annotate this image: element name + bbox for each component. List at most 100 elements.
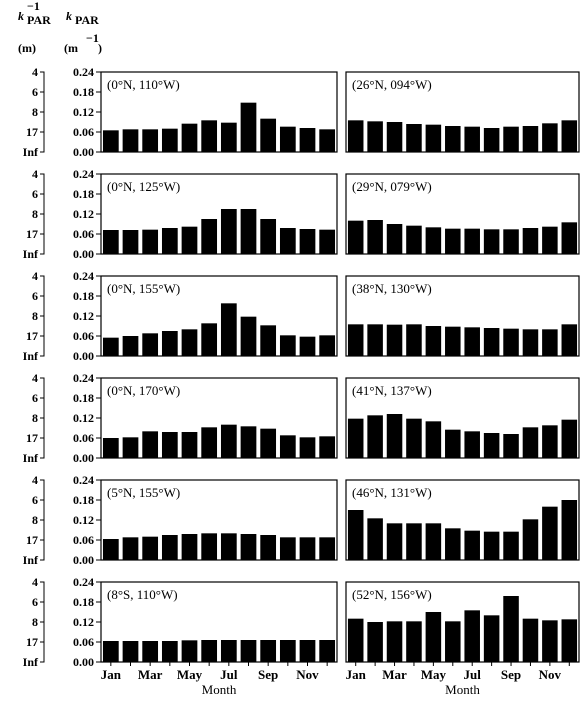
bar-jul [464, 327, 480, 356]
bar-dec [561, 120, 578, 152]
inverse-tick-label: 8 [32, 615, 38, 629]
bar-jul [464, 431, 480, 458]
bar-apr [161, 641, 178, 662]
x-tick-label: Nov [296, 667, 319, 682]
bar-feb [122, 641, 139, 662]
bar-dec [319, 335, 336, 356]
bar-jan [347, 418, 364, 458]
inverse-tick-label: 17 [26, 533, 38, 547]
bar-mar [386, 224, 403, 254]
inverse-tick-label: 17 [26, 431, 38, 445]
bar-sep [260, 325, 277, 356]
bar-aug [240, 640, 257, 662]
bar-mar [142, 641, 159, 662]
x-axis-label: Month [445, 682, 480, 697]
bar-jul [464, 228, 480, 254]
bar-may [425, 523, 442, 560]
bar-may [425, 421, 442, 458]
bar-feb [122, 437, 139, 458]
inverse-tick-label: 8 [32, 513, 38, 527]
panel-location-label: (0°N, 170°W) [107, 383, 180, 398]
bar-apr [406, 324, 422, 356]
inverse-tick-label: 8 [32, 105, 38, 119]
y-tick-label: 0.24 [73, 575, 94, 589]
bar-aug [483, 128, 500, 152]
bar-dec [561, 619, 578, 662]
x-axis-col-2: Jan Mar May Jul Sep Nov Month [346, 662, 570, 697]
inverse-tick-label: Inf [23, 247, 39, 261]
inverse-tick-label: 4 [32, 65, 38, 79]
panel-2: (26°N, 094°W) [345, 71, 580, 153]
bar-sep [260, 428, 277, 458]
panel-10: (46°N, 131°W) [345, 479, 580, 561]
bar-sep [503, 596, 519, 662]
inverse-tick-label: 17 [26, 125, 38, 139]
bar-feb [122, 129, 139, 152]
inverse-tick-label: 8 [32, 411, 38, 425]
panel-7: (0°N, 170°W) 0.24 0.18 0.12 0.06 0.00 4 6 8 17 Inf [23, 371, 338, 465]
bar-jan [102, 539, 119, 560]
bar-nov [542, 620, 558, 662]
bar-nov [299, 537, 316, 560]
bar-jun [201, 120, 218, 152]
bar-feb [367, 622, 383, 662]
y-tick-label: 0.00 [73, 553, 94, 567]
bar-may [425, 326, 442, 356]
bar-jun [201, 219, 218, 254]
y-tick-label: 0.06 [73, 431, 94, 445]
bar-dec [561, 222, 578, 254]
panel-1: (0°N, 110°W) 0.24 0.18 0.12 0.06 0.00 4 6 8 17 Inf [23, 65, 338, 159]
bar-apr [161, 228, 178, 254]
bar-oct [522, 618, 539, 662]
bar-feb [367, 415, 383, 458]
bar-nov [299, 437, 316, 458]
inverse-tick-label: 4 [32, 575, 38, 589]
bar-may [181, 640, 198, 662]
bar-apr [406, 523, 422, 560]
panel-location-label: (29°N, 079°W) [352, 179, 432, 194]
bar-sep [260, 640, 277, 662]
bar-dec [561, 419, 578, 458]
bar-sep [260, 118, 277, 152]
bar-may [425, 124, 442, 152]
inverse-tick-label: Inf [23, 451, 39, 465]
bar-jul [220, 209, 237, 254]
y-tick-label: 0.18 [73, 493, 94, 507]
panel-frame [345, 581, 580, 663]
panel-location-label: (26°N, 094°W) [352, 77, 432, 92]
bar-sep [260, 535, 277, 560]
bar-oct [522, 427, 539, 458]
bar-jul [220, 533, 237, 560]
bar-may [181, 432, 198, 458]
bar-oct [522, 519, 539, 560]
inverse-tick-label: 6 [32, 85, 38, 99]
bar-jul [220, 303, 237, 356]
y-tick-label: 0.24 [73, 473, 94, 487]
y-tick-label: 0.06 [73, 635, 94, 649]
bar-nov [299, 336, 316, 356]
bar-aug [240, 534, 257, 560]
x-axis-label: Month [202, 682, 237, 697]
x-tick-label: Mar [138, 667, 163, 682]
bar-jun [201, 427, 218, 458]
bar-jan [347, 510, 364, 560]
bar-jul [464, 126, 480, 152]
bar-nov [542, 329, 558, 356]
bar-apr [161, 331, 178, 356]
bar-jan [102, 230, 119, 254]
panel-3: (0°N, 125°W) 0.24 0.18 0.12 0.06 0.00 4 6 8 17 Inf [23, 167, 338, 261]
bar-mar [142, 229, 159, 254]
bar-dec [319, 229, 336, 254]
bar-sep [503, 229, 519, 254]
inverse-tick-label: 6 [32, 289, 38, 303]
bar-may [181, 226, 198, 254]
panel-frame [345, 275, 580, 357]
inverse-tick-label: Inf [23, 349, 39, 363]
y-tick-label: 0.00 [73, 247, 94, 261]
panel-11: (8°S, 110°W) 0.24 0.18 0.12 0.06 0.00 4 6 8 17 Inf [23, 575, 338, 669]
bar-jun [445, 126, 461, 152]
bar-dec [319, 537, 336, 560]
inverse-tick-label: 6 [32, 595, 38, 609]
inverse-tick-label: 17 [26, 329, 38, 343]
